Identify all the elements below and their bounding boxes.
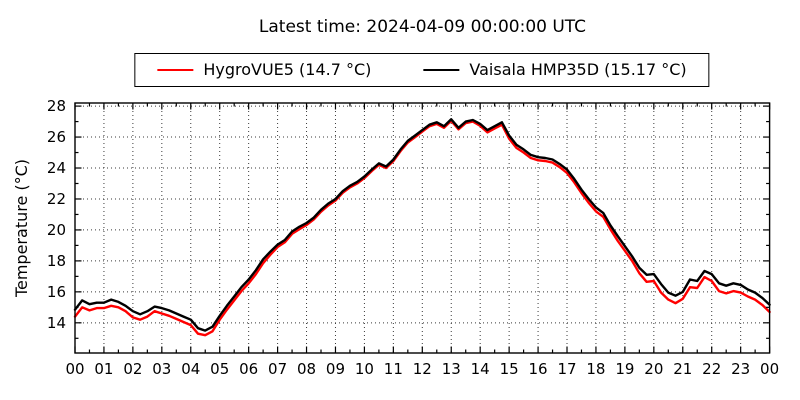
x-tick-label: 15 (500, 360, 519, 378)
y-tick-label: 18 (47, 252, 66, 270)
chart-title: Latest time: 2024-04-09 00:00:00 UTC (258, 17, 587, 37)
y-tick-label: 22 (47, 190, 66, 208)
x-tick-label: 10 (355, 360, 374, 378)
y-axis-label: Temperature (°C) (12, 159, 31, 298)
x-tick-label: 02 (123, 360, 142, 378)
series-line-vaisala-hmp35d (73, 118, 771, 332)
hygrovue5-line-swatch (157, 69, 194, 71)
x-tick-label: 20 (644, 360, 663, 378)
x-tick-label: 14 (471, 360, 490, 378)
legend-label-hygrovue5: HygroVUE5 (14.7 °C) (203, 60, 372, 79)
y-tick-label: 20 (47, 221, 66, 239)
x-tick-label: 05 (210, 360, 229, 378)
x-tick-label: 21 (673, 360, 692, 378)
x-tick-label: 08 (297, 360, 316, 378)
y-tick-label: 14 (47, 314, 66, 332)
x-tick-label: 03 (152, 360, 171, 378)
y-tick-label: 28 (47, 97, 66, 115)
x-tick-label: 12 (413, 360, 432, 378)
x-tick-label: 18 (586, 360, 605, 378)
x-tick-label: 23 (731, 360, 750, 378)
x-tick-label: 09 (326, 360, 345, 378)
x-tick-label: 11 (384, 360, 403, 378)
x-tick-label: 00 (65, 360, 84, 378)
x-tick-label: 01 (94, 360, 113, 378)
legend-item-hygrovue5: HygroVUE5 (14.7 °C) (157, 60, 371, 80)
x-tick-label: 22 (702, 360, 721, 378)
vaisala-line-swatch (423, 69, 460, 71)
x-tick-label: 04 (181, 360, 200, 378)
x-tick-label: 00 (760, 360, 779, 378)
legend-item-vaisala: Vaisala HMP35D (15.17 °C) (423, 60, 687, 80)
x-tick-label: 16 (529, 360, 548, 378)
x-tick-label: 17 (557, 360, 576, 378)
legend: HygroVUE5 (14.7 °C) Vaisala HMP35D (15.1… (134, 53, 710, 87)
legend-label-vaisala: Vaisala HMP35D (15.17 °C) (469, 60, 687, 79)
y-tick-label: 26 (47, 128, 66, 146)
y-tick-label: 16 (47, 283, 66, 301)
x-tick-label: 06 (239, 360, 258, 378)
y-tick-label: 24 (47, 159, 66, 177)
x-tick-label: 07 (268, 360, 287, 378)
x-tick-label: 19 (615, 360, 634, 378)
x-tick-label: 13 (442, 360, 461, 378)
